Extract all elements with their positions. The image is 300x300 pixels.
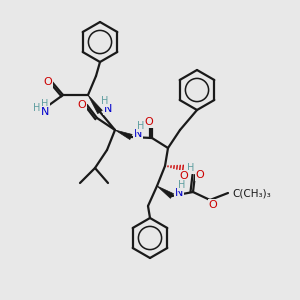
Text: H: H [137, 121, 145, 131]
Text: H: H [178, 180, 186, 190]
Text: O: O [44, 77, 52, 87]
Text: O: O [145, 117, 153, 127]
Text: O: O [78, 100, 86, 110]
Text: H: H [33, 103, 41, 113]
Text: N: N [175, 188, 183, 198]
Text: O: O [208, 200, 217, 210]
Text: N: N [104, 104, 112, 114]
Text: N: N [134, 129, 142, 139]
Polygon shape [157, 186, 174, 198]
Text: N: N [41, 107, 49, 117]
Text: H: H [187, 163, 195, 173]
Text: O: O [196, 170, 204, 180]
Polygon shape [88, 95, 102, 114]
Text: H: H [101, 96, 109, 106]
Text: O: O [180, 171, 188, 181]
Text: H: H [41, 99, 49, 109]
Polygon shape [115, 130, 132, 140]
Text: C(CH₃)₃: C(CH₃)₃ [232, 188, 271, 198]
